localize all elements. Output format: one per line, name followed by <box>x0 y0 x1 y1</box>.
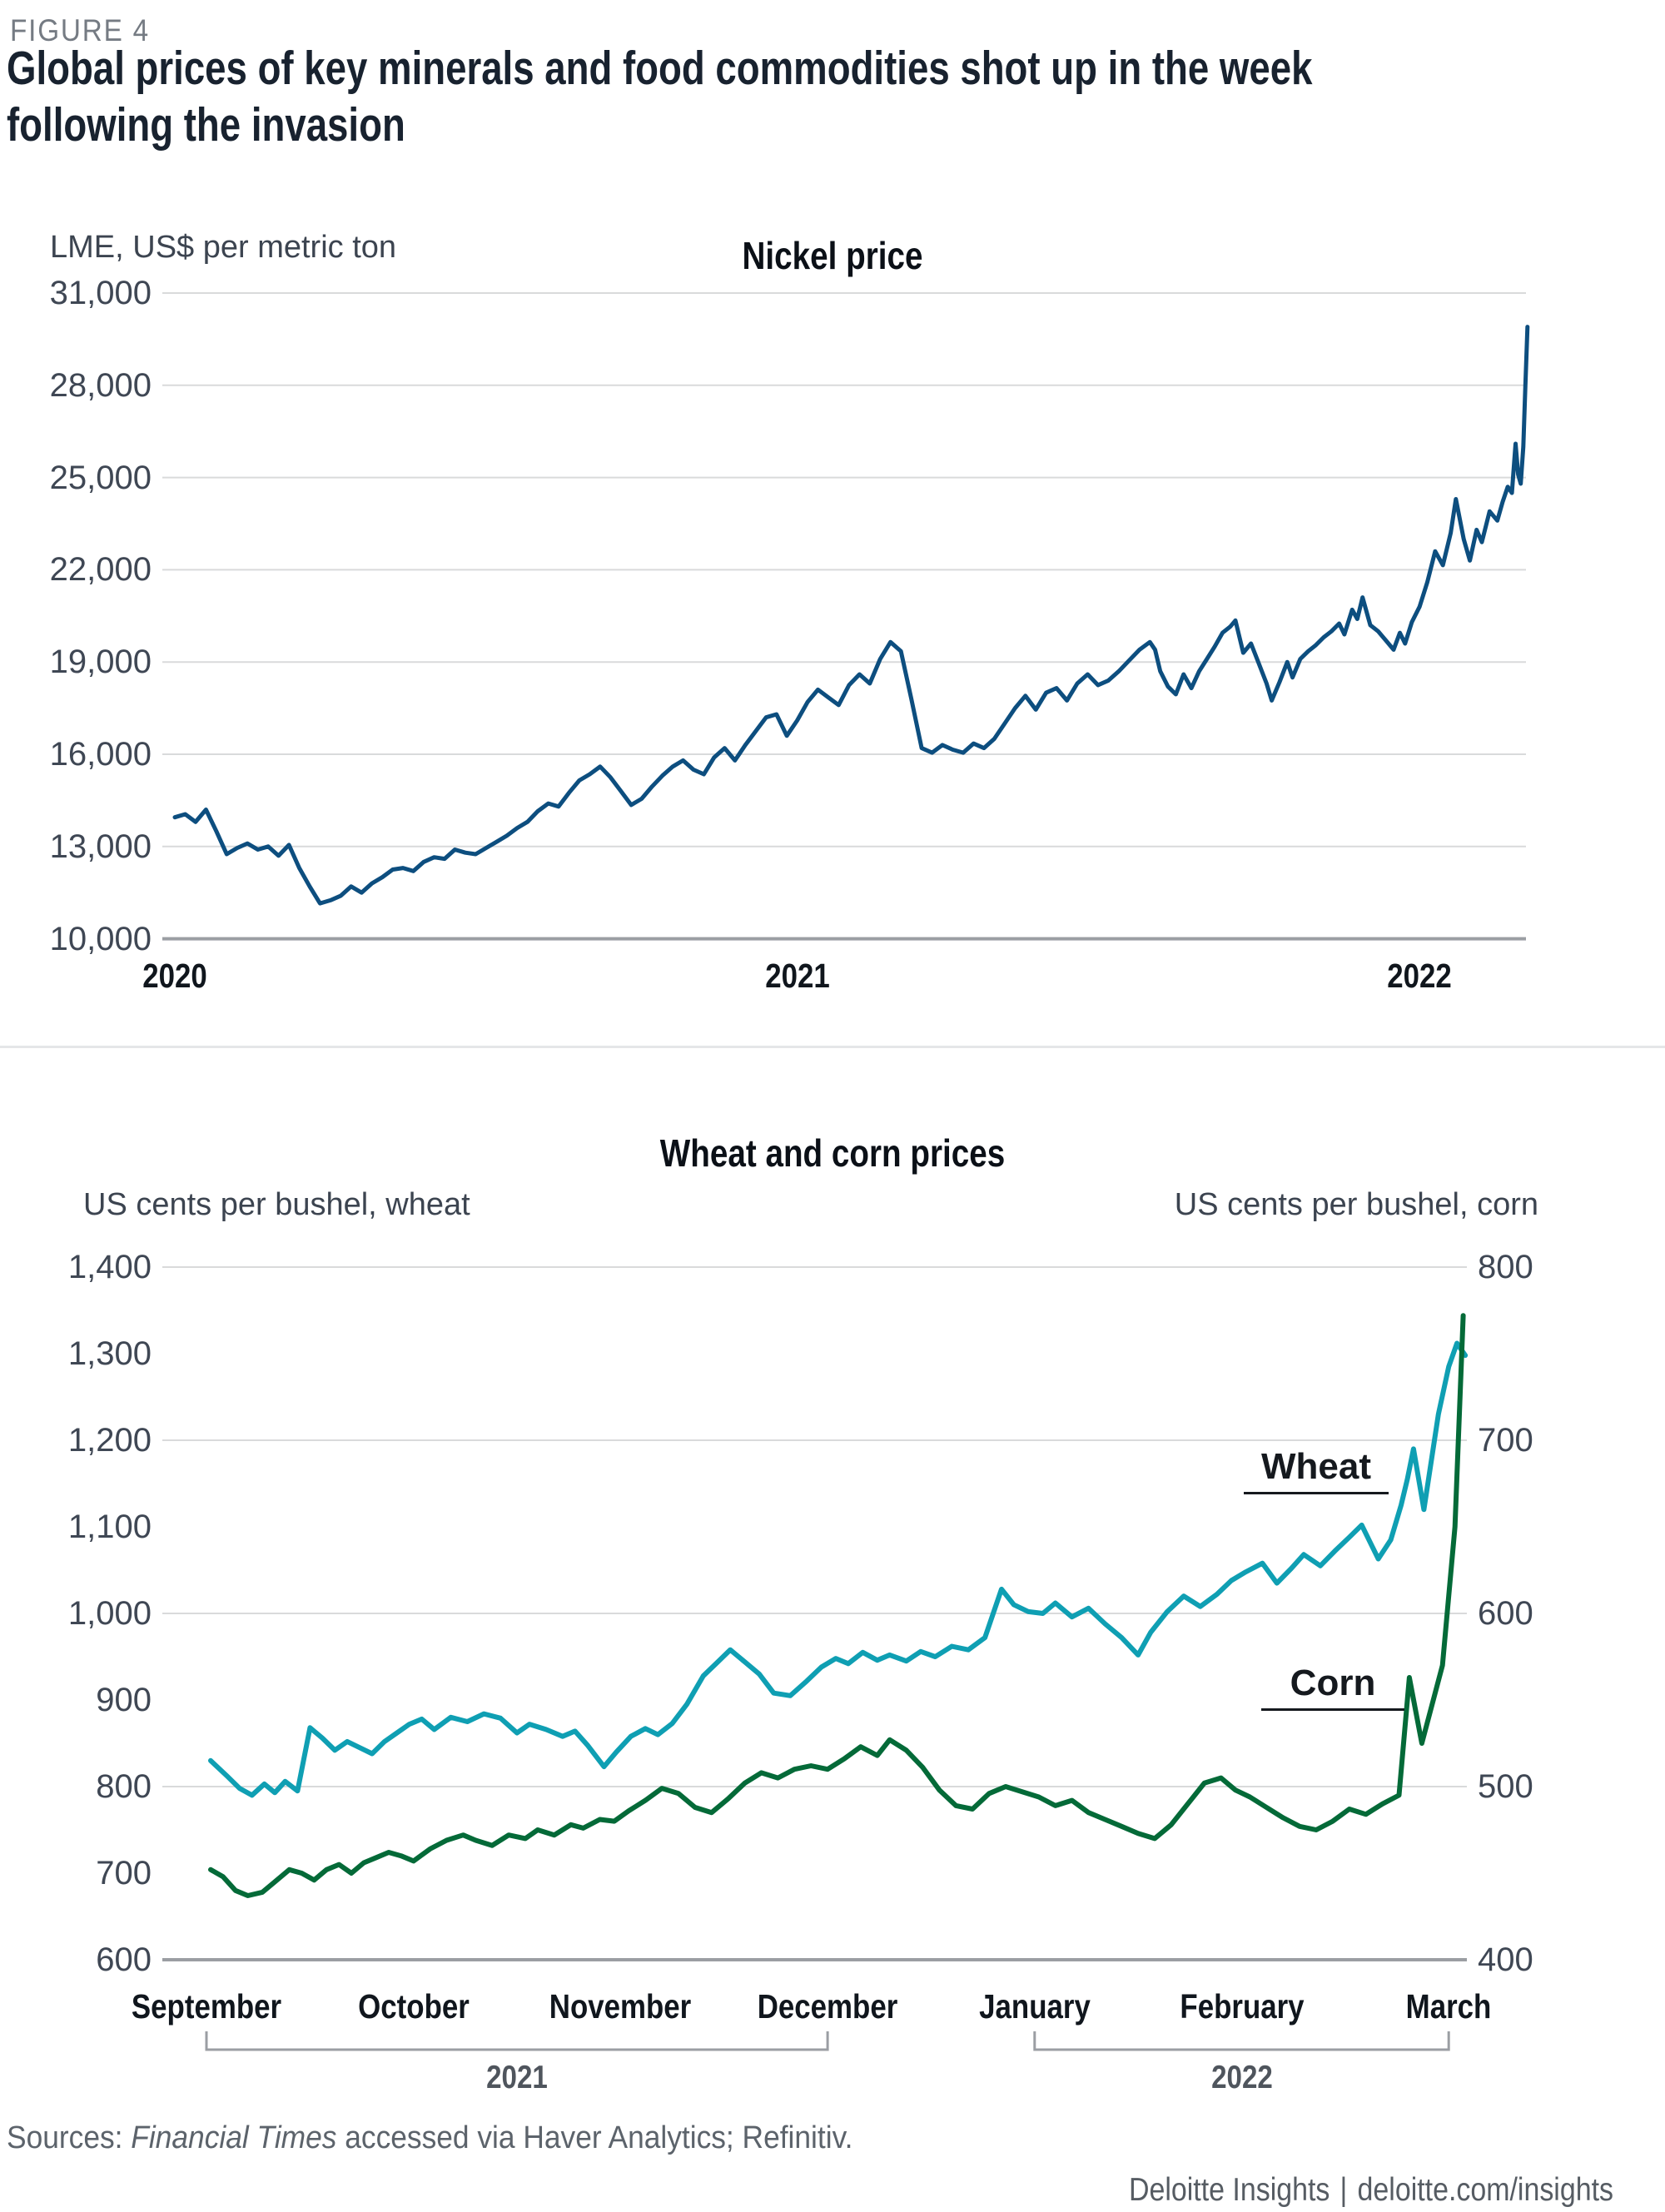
nickel-y-tick-label: 16,000 <box>49 735 152 773</box>
wheat-series-label: Wheat <box>1244 1449 1389 1494</box>
month-tick-label: March <box>1405 1987 1492 2026</box>
month-tick-label: September <box>131 1987 282 2026</box>
corn-axis-tick-label: 500 <box>1478 1768 1533 1805</box>
sources-note: Sources: Financial Times accessed via Ha… <box>7 2120 853 2156</box>
year-bracket <box>1033 2031 1450 2051</box>
corn-axis-tick-label: 600 <box>1478 1595 1533 1632</box>
wheat-axis-unit-label: US cents per bushel, wheat <box>83 1187 470 1222</box>
year-bracket-label: 2021 <box>486 2060 548 2095</box>
wheat-axis-tick-label: 1,100 <box>67 1509 152 1545</box>
year-bracket <box>205 2031 829 2051</box>
nickel-axis-unit-label: LME, US$ per metric ton <box>50 230 397 265</box>
corn-price-line <box>208 1313 1466 1898</box>
corn-axis-tick-label: 700 <box>1478 1422 1533 1459</box>
section-divider <box>0 1046 1665 1048</box>
month-tick-label: January <box>978 1987 1091 2026</box>
brand-footer: Deloitte Insights | deloitte.com/insights <box>1128 2172 1613 2209</box>
nickel-chart-title: Nickel price <box>742 234 923 277</box>
corn-series-label: Corn <box>1261 1665 1404 1711</box>
sources-publication: Financial Times <box>131 2120 337 2155</box>
corn-axis-tick-label: 400 <box>1478 1941 1533 1978</box>
month-tick-label: November <box>549 1987 692 2026</box>
wheat-price-line <box>208 1340 1469 1798</box>
nickel-x-tick-label: 2021 <box>764 957 830 995</box>
nickel-y-tick-label: 19,000 <box>49 644 152 681</box>
nickel-y-tick-label: 13,000 <box>49 828 152 865</box>
brand-separator: | <box>1339 2172 1348 2208</box>
corn-axis-tick-label: 800 <box>1478 1249 1533 1285</box>
nickel-y-tick-label: 25,000 <box>49 459 152 496</box>
wheat-axis-tick-label: 900 <box>96 1682 152 1718</box>
figure-title-line2: following the invasion <box>7 98 405 152</box>
nickel-x-tick-label: 2020 <box>142 957 207 995</box>
sources-prefix: Sources: <box>7 2120 132 2155</box>
figure-title-line1: Global prices of key minerals and food c… <box>7 42 1313 95</box>
month-tick-label: December <box>757 1987 898 2026</box>
sources-suffix: accessed via Haver Analytics; Refinitiv. <box>336 2120 853 2155</box>
nickel-y-tick-label: 31,000 <box>49 275 152 311</box>
wheat-axis-tick-label: 1,200 <box>67 1422 152 1459</box>
figure-kicker: FIGURE 4 <box>10 13 150 47</box>
wheat-axis-tick-label: 800 <box>96 1768 152 1805</box>
month-tick-label: February <box>1179 1987 1305 2026</box>
wheat-axis-tick-label: 1,000 <box>67 1595 152 1632</box>
wheat-axis-tick-label: 1,300 <box>67 1335 152 1372</box>
wheat-axis-tick-label: 700 <box>96 1855 152 1891</box>
brand-name: Deloitte Insights <box>1128 2172 1330 2208</box>
wheat-axis-tick-label: 600 <box>96 1941 152 1978</box>
nickel-y-tick-label: 22,000 <box>49 551 152 589</box>
nickel-x-tick-label: 2022 <box>1387 957 1452 995</box>
wheat-corn-chart-title: Wheat and corn prices <box>659 1131 1006 1175</box>
wheat-axis-tick-label: 1,400 <box>67 1249 152 1285</box>
nickel-y-tick-label: 28,000 <box>49 366 152 404</box>
month-tick-label: October <box>357 1987 470 2026</box>
nickel-y-tick-label: 10,000 <box>49 920 152 957</box>
brand-link[interactable]: deloitte.com/insights <box>1357 2172 1613 2208</box>
year-bracket-label: 2022 <box>1210 2060 1273 2095</box>
nickel-price-line <box>172 325 1530 906</box>
corn-axis-unit-label: US cents per bushel, corn <box>1174 1187 1538 1222</box>
